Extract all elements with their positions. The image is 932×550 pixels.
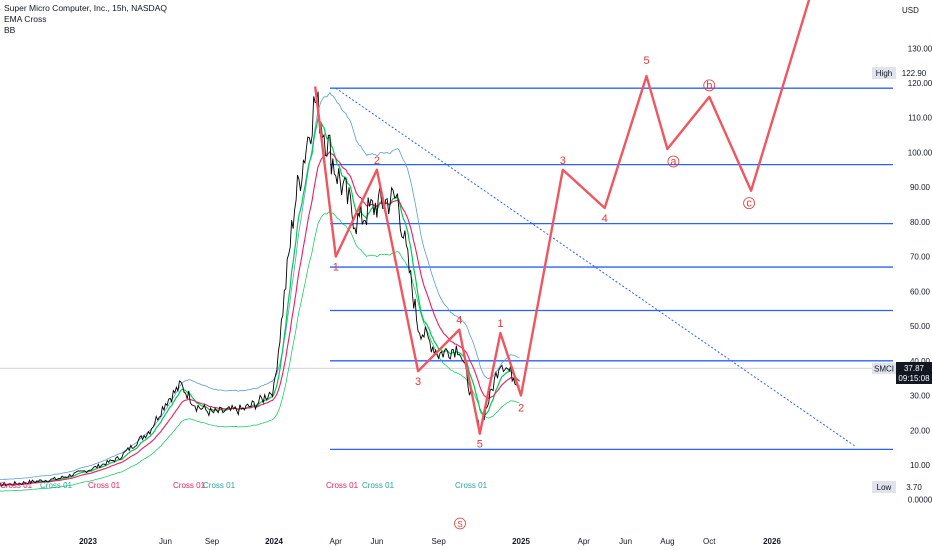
y-tick-label: 110.00	[908, 114, 932, 123]
tag-name: Low	[877, 483, 892, 492]
y-tick-label: 70.00	[910, 253, 931, 262]
symbol-tag-box	[872, 363, 896, 374]
ema-cross-lines	[0, 115, 520, 486]
wave-label: 2	[374, 155, 380, 167]
y-tick-label: 80.00	[910, 218, 931, 227]
symbol-title[interactable]: Super Micro Computer, Inc., 15h, NASDAQ	[4, 3, 167, 13]
y-tick-label: 100.00	[908, 148, 932, 157]
cross-label: Cross 01	[0, 481, 33, 490]
indicator-bb[interactable]: BB	[4, 25, 16, 35]
symbol-tag: SMCI	[874, 365, 894, 374]
last-price-box	[896, 362, 932, 384]
wave-label: 3	[415, 376, 421, 388]
cross-label: Cross 01	[173, 481, 206, 490]
x-tick-label: Apr	[330, 537, 343, 546]
x-tick-label: Jun	[159, 537, 172, 546]
time-axis[interactable]: Jun2023JunSep2024AprJunSep2025AprJunAugO…	[0, 537, 781, 546]
bottom-marker-circle	[454, 517, 466, 530]
wave-label: 5	[477, 439, 483, 451]
tag-name-box	[872, 481, 896, 493]
cross-label: Cross 01	[203, 481, 236, 490]
cross-label: Cross 01	[455, 481, 488, 490]
wave-label: b	[706, 80, 712, 92]
wave-label: 3	[560, 155, 566, 167]
y-tick-label: 40.00	[910, 357, 931, 366]
wave-projection	[314, 0, 811, 435]
cross-label: Cross 01	[88, 481, 121, 490]
x-tick-label: Aug	[660, 537, 674, 546]
y-tick-label: 0.0000	[908, 496, 932, 505]
price-series	[0, 91, 520, 487]
cross-label: Cross 01	[326, 481, 359, 490]
y-tick-label: 20.00	[910, 426, 931, 435]
countdown: 09:15:08	[898, 374, 930, 383]
last-price: 37.87	[904, 364, 925, 373]
wave-label: 1	[333, 262, 339, 274]
wave-label: 4	[456, 315, 462, 327]
tag-name-box	[872, 67, 896, 79]
y-tick-label: 120.00	[908, 79, 932, 88]
wave-label: 5	[643, 55, 649, 67]
y-tick-label: 50.00	[910, 322, 931, 331]
tag-value-box	[896, 67, 932, 79]
tag-value: 122.90	[902, 69, 927, 78]
y-tick-label: 60.00	[910, 287, 931, 296]
bb-upper-band	[0, 91, 520, 481]
wave-label: 2	[518, 403, 524, 415]
x-tick-label: Sep	[432, 537, 447, 546]
wave-label: 4	[602, 213, 608, 225]
cross-label: Cross 01	[362, 481, 395, 490]
wave-label: 1	[497, 318, 503, 330]
y-tick-label: 30.00	[910, 392, 931, 401]
tag-value-box	[896, 481, 932, 493]
wave-label-circle	[743, 197, 755, 210]
wave-projection-line	[314, 0, 811, 435]
wave-labels: 1 2 3 4 5 1 2 3 4 5 a b c	[333, 55, 755, 451]
bb-lower-band	[0, 210, 520, 492]
currency-label: USD	[902, 6, 919, 15]
x-tick-label: 2023	[79, 537, 97, 546]
level-lines	[0, 87, 893, 451]
x-tick-label: Apr	[578, 537, 591, 546]
tag-name: High	[876, 69, 892, 78]
bottom-marker: S	[457, 520, 462, 529]
wave-label-circle	[703, 79, 716, 92]
x-tick-label: Oct	[703, 537, 716, 546]
chart-header: Super Micro Computer, Inc., 15h, NASDAQ …	[4, 3, 167, 36]
trend-line-segment	[335, 87, 855, 447]
wave-label-circle	[667, 155, 680, 168]
y-tick-label: 90.00	[910, 183, 931, 192]
ema-fast-line	[0, 115, 520, 486]
wave-label: c	[746, 198, 752, 210]
tag-value: 3.70	[906, 483, 922, 492]
trend-line	[335, 87, 855, 447]
bollinger-bands	[0, 91, 520, 492]
y-tick-label: 10.00	[910, 461, 931, 470]
x-tick-label: 2025	[512, 537, 530, 546]
x-tick-label: Jun	[619, 537, 632, 546]
x-tick-label: Sep	[205, 537, 220, 546]
ema-slow-line	[0, 150, 520, 486]
x-tick-label: Jun	[370, 537, 383, 546]
wave-label: a	[670, 156, 677, 168]
y-tick-label: 130.00	[908, 44, 932, 53]
price-axis[interactable]: USD 130.00 120.00 110.00 100.00 90.00 80.00 70.…	[902, 6, 932, 505]
x-tick-label: 2026	[763, 537, 781, 546]
price-line	[0, 91, 520, 487]
cross-label: Cross 01	[40, 481, 73, 490]
indicator-ema-cross[interactable]: EMA Cross	[4, 14, 47, 24]
x-tick-label: 2024	[265, 537, 283, 546]
